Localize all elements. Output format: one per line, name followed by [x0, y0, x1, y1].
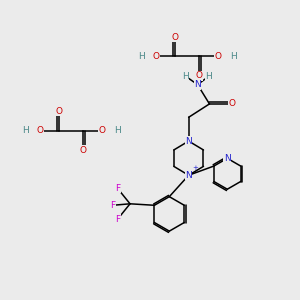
Text: O: O — [56, 107, 63, 116]
Text: H: H — [230, 52, 237, 61]
Text: O: O — [196, 71, 202, 80]
Text: H: H — [138, 52, 145, 61]
Text: O: O — [152, 52, 159, 61]
Text: F: F — [115, 184, 120, 193]
Text: O: O — [215, 52, 222, 61]
Text: N: N — [224, 154, 231, 163]
Text: F: F — [110, 201, 115, 210]
Text: O: O — [99, 126, 106, 135]
Text: H: H — [206, 72, 212, 81]
Text: H: H — [22, 126, 28, 135]
Text: H: H — [182, 72, 189, 81]
Text: H: H — [114, 126, 121, 135]
Text: F: F — [115, 215, 120, 224]
Text: O: O — [228, 99, 235, 108]
Text: +: + — [193, 165, 198, 171]
Text: N: N — [194, 80, 201, 89]
Text: N: N — [185, 171, 192, 180]
Text: O: O — [172, 33, 179, 42]
Text: O: O — [37, 126, 44, 135]
Text: O: O — [80, 146, 87, 154]
Text: N: N — [185, 136, 192, 146]
